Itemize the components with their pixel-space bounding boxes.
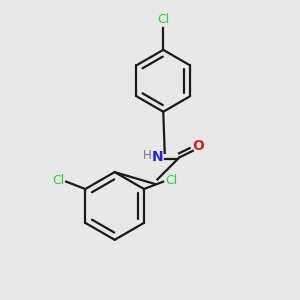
Text: H: H	[143, 149, 152, 162]
Text: N: N	[152, 150, 164, 164]
Text: Cl: Cl	[157, 13, 170, 26]
Text: Cl: Cl	[52, 174, 64, 187]
Text: Cl: Cl	[165, 174, 178, 187]
Text: O: O	[192, 140, 204, 154]
